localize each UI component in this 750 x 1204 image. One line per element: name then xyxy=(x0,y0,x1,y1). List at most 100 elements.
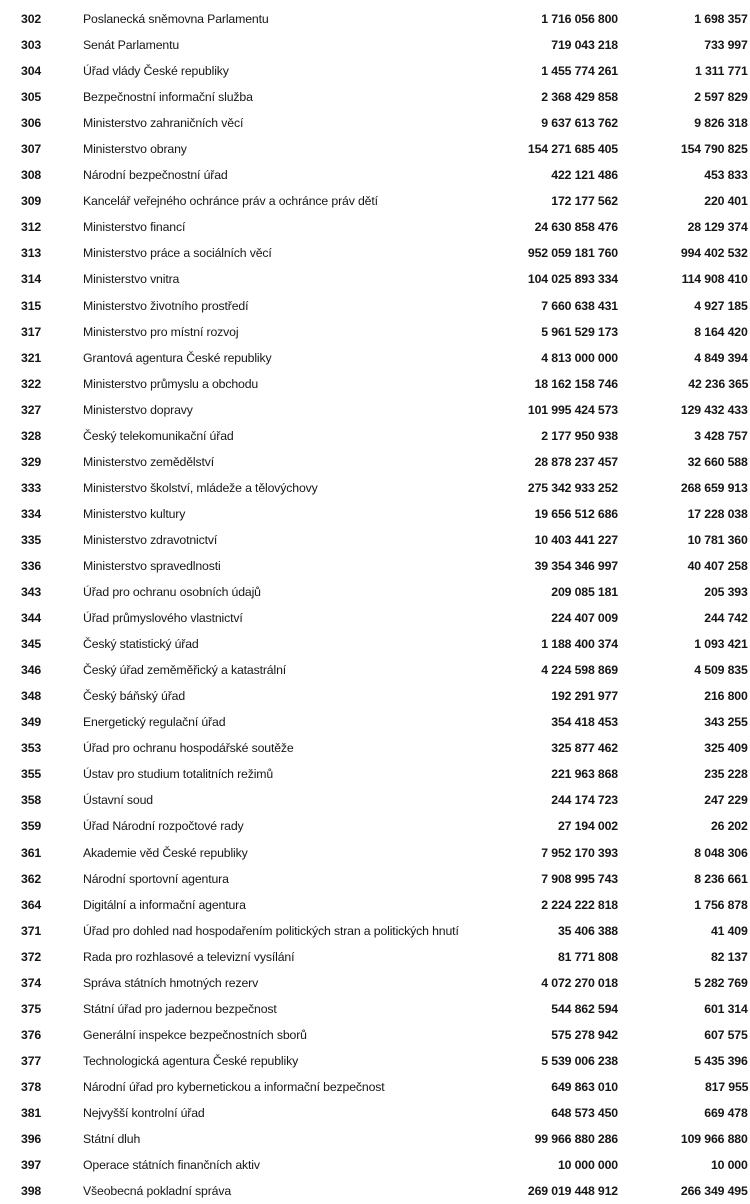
chapter-name: Ministerstvo dopravy xyxy=(83,402,193,417)
amount-value-1: 27 194 002 xyxy=(557,819,618,834)
amount-value-1: 192 291 977 xyxy=(551,689,618,704)
chapter-name: Ministerstvo zdravotnictví xyxy=(83,532,218,547)
chapter-name: Úřad vlády České republiky xyxy=(83,64,229,79)
table-row: 348 Český báňský úřad 192 291 977 216 800 6… xyxy=(0,683,750,709)
amount-value-1: 7 660 638 431 xyxy=(541,298,618,313)
amount-value-1: 1 716 056 800 xyxy=(541,12,618,26)
amount-value-2: 733 997 708 xyxy=(704,38,750,53)
amount-value-2: 235 228 793 xyxy=(704,767,750,782)
amount-value-2: 28 129 374 901 xyxy=(687,220,750,235)
chapter-name: Státní úřad pro jadernou bezpečnost xyxy=(83,1001,277,1016)
chapter-name: Ministerstvo školství, mládeže a tělovýc… xyxy=(83,480,318,495)
amount-value-2: 669 478 718 xyxy=(704,1105,750,1120)
chapter-code: 303 xyxy=(21,38,42,53)
chapter-code: 378 xyxy=(21,1079,42,1094)
amount-value-1: 99 966 880 286 xyxy=(534,1132,619,1147)
chapter-code: 355 xyxy=(21,767,42,782)
table-row: 375 Státní úřad pro jadernou bezpečnost 54… xyxy=(0,996,750,1022)
amount-value-2: 247 229 923 xyxy=(704,793,750,808)
chapter-name: Český báňský úřad xyxy=(83,689,186,704)
amount-value-1: 7 908 995 743 xyxy=(541,871,618,886)
amount-value-1: 18 162 158 746 xyxy=(534,376,619,391)
chapter-code: 397 xyxy=(21,1158,42,1173)
amount-value-2: 109 966 880 286 xyxy=(680,1132,750,1147)
amount-value-2: 3 428 757 439 xyxy=(694,428,750,443)
chapter-name: Úřad průmyslového vlastnictví xyxy=(83,611,243,626)
chapter-name: Ministerstvo práce a sociálních věcí xyxy=(83,246,272,261)
amount-value-2: 266 349 495 567 xyxy=(680,1184,750,1199)
chapter-name: Ministerstvo financí xyxy=(83,220,186,235)
chapter-name: Poslanecká sněmovna Parlamentu xyxy=(83,12,269,26)
amount-value-2: 4 927 185 883 xyxy=(694,298,750,313)
chapter-code: 306 xyxy=(21,116,42,131)
table-row: 312 Ministerstvo financí 24 630 858 476 28 … xyxy=(0,214,750,240)
table-row: 372 Rada pro rozhlasové a televizní vysíl… xyxy=(0,944,750,970)
amount-value-1: 354 418 453 xyxy=(551,715,618,730)
chapter-name: Operace státních finančních aktiv xyxy=(83,1158,260,1173)
chapter-name: Senát Parlamentu xyxy=(83,38,180,53)
amount-value-1: 719 043 218 xyxy=(551,38,618,53)
table-row: 321 Grantová agentura České republiky 4 81… xyxy=(0,345,750,371)
table-row: 346 Český úřad zeměměřický a katastrální 4… xyxy=(0,657,750,683)
chapter-code: 314 xyxy=(21,272,42,287)
chapter-name: Ministerstvo kultury xyxy=(83,506,186,521)
amount-value-2: 26 202 475 xyxy=(710,819,750,834)
chapter-code: 322 xyxy=(21,376,42,391)
table-row: 359 Úřad Národní rozpočtové rady 27 194 00… xyxy=(0,814,750,840)
amount-value-1: 2 224 222 818 xyxy=(541,897,618,912)
chapter-code: 304 xyxy=(21,64,42,79)
amount-value-1: 10 000 000 xyxy=(557,1158,618,1173)
amount-value-2: 154 790 825 531 xyxy=(680,142,750,157)
table-row: 322 Ministerstvo průmyslu a obchodu 18 162… xyxy=(0,371,750,397)
amount-value-2: 129 432 433 222 xyxy=(680,402,750,417)
amount-value-2: 5 435 396 573 xyxy=(694,1053,750,1068)
amount-value-2: 205 393 032 xyxy=(704,585,750,600)
amount-value-1: 4 072 270 018 xyxy=(541,975,618,990)
amount-value-2: 5 282 769 714 xyxy=(694,975,750,990)
table-row: 381 Nejvyšší kontrolní úřad 648 573 450 669… xyxy=(0,1100,750,1126)
table-row: 377 Technologická agentura České republik… xyxy=(0,1048,750,1074)
table-row: 355 Ústav pro studium totalitních režimů 2… xyxy=(0,761,750,787)
chapter-code: 353 xyxy=(21,741,42,756)
chapter-code: 321 xyxy=(21,350,42,365)
chapter-code: 398 xyxy=(21,1184,42,1199)
amount-value-2: 8 048 306 692 xyxy=(694,845,750,860)
chapter-name: Úřad pro dohled nad hospodařením politic… xyxy=(83,923,459,938)
table-row: 353 Úřad pro ochranu hospodářské soutěže 3… xyxy=(0,735,750,761)
amount-value-1: 5 961 529 173 xyxy=(541,324,618,339)
amount-value-2: 343 255 522 xyxy=(704,715,750,730)
table-row: 336 Ministerstvo spravedlnosti 39 354 346 … xyxy=(0,553,750,579)
chapter-name: Úřad pro ochranu osobních údajů xyxy=(83,585,261,600)
table-row: 398 Všeobecná pokladní správa 269 019 448 … xyxy=(0,1178,750,1204)
amount-value-2: 220 401 984 xyxy=(704,194,750,209)
table-row: 309 Kancelář veřejného ochránce práv a oc… xyxy=(0,188,750,214)
amount-value-2: 244 742 516 xyxy=(704,611,750,626)
chapter-code: 315 xyxy=(21,298,42,313)
amount-value-1: 422 121 486 xyxy=(551,168,618,183)
table-row: 364 Digitální a informační agentura 2 224 … xyxy=(0,892,750,918)
amount-value-1: 2 368 429 858 xyxy=(541,90,618,105)
chapter-code: 313 xyxy=(21,246,42,261)
chapter-name: Český statistický úřad xyxy=(83,637,199,652)
amount-value-2: 453 833 719 xyxy=(704,168,750,183)
amount-value-1: 325 877 462 xyxy=(551,741,618,756)
amount-value-2: 1 093 421 213 xyxy=(694,637,750,652)
chapter-code: 302 xyxy=(21,12,42,26)
chapter-name: Energetický regulační úřad xyxy=(83,715,226,730)
chapter-code: 333 xyxy=(21,480,42,495)
amount-value-1: 275 342 933 252 xyxy=(527,480,618,495)
amount-value-2: 1 311 771 999 xyxy=(694,64,750,79)
amount-value-2: 40 407 258 963 xyxy=(687,558,750,573)
chapter-code: 336 xyxy=(21,558,42,573)
table-row: 334 Ministerstvo kultury 19 656 512 686 17 … xyxy=(0,501,750,527)
amount-value-1: 154 271 685 405 xyxy=(527,142,618,157)
chapter-code: 305 xyxy=(21,90,42,105)
chapter-code: 335 xyxy=(21,532,42,547)
chapter-code: 396 xyxy=(21,1132,42,1147)
amount-value-1: 221 963 868 xyxy=(551,767,618,782)
chapter-code: 334 xyxy=(21,506,42,521)
table-row: 343 Úřad pro ochranu osobních údajů 209 08… xyxy=(0,579,750,605)
